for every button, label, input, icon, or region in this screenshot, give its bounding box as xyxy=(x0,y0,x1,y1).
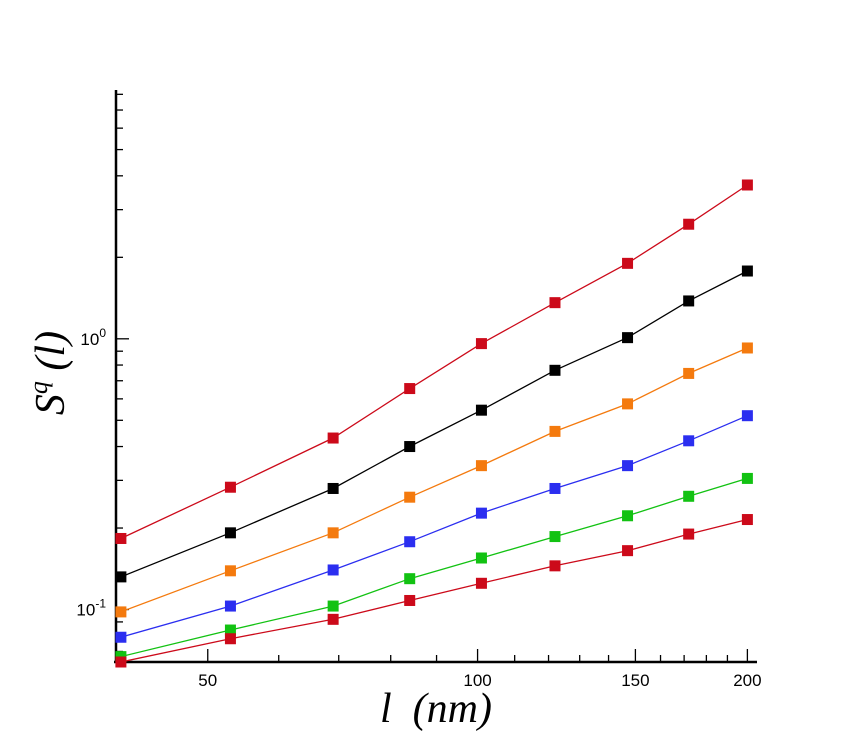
data-point xyxy=(741,179,753,191)
data-point xyxy=(404,491,416,503)
x-tick-label: 150 xyxy=(621,671,649,690)
series-line-6 xyxy=(120,518,748,663)
data-point xyxy=(622,460,634,472)
data-point xyxy=(224,624,236,636)
series-lines xyxy=(120,184,748,663)
data-point xyxy=(115,532,127,544)
data-point xyxy=(327,613,339,625)
data-point xyxy=(115,571,127,583)
data-point xyxy=(741,472,753,484)
data-point xyxy=(404,441,416,453)
data-point xyxy=(404,594,416,606)
series-line-1 xyxy=(120,184,748,540)
x-tick-label: 100 xyxy=(463,671,491,690)
data-point xyxy=(549,364,561,376)
y-axis-label-superscript: q xyxy=(24,381,53,394)
data-point xyxy=(683,435,695,447)
data-point xyxy=(683,490,695,502)
data-point xyxy=(224,565,236,577)
data-point xyxy=(475,404,487,416)
data-point xyxy=(475,338,487,350)
data-point xyxy=(549,297,561,309)
data-point xyxy=(224,527,236,539)
data-point xyxy=(327,564,339,576)
axes: 50 100 150 200 10-1 100 xyxy=(76,90,762,690)
data-point xyxy=(741,342,753,354)
data-point xyxy=(475,507,487,519)
data-point xyxy=(224,633,236,645)
data-point xyxy=(115,606,127,618)
data-point xyxy=(549,531,561,543)
series-line-2 xyxy=(120,270,748,578)
data-point xyxy=(404,383,416,395)
data-point xyxy=(741,410,753,422)
x-tick-label: 200 xyxy=(733,671,761,690)
data-point xyxy=(741,514,753,526)
data-point xyxy=(622,398,634,410)
y-axis-label-base: S xyxy=(28,394,74,415)
data-point xyxy=(475,577,487,589)
series-line-5 xyxy=(120,477,748,658)
x-ticks: 50 100 150 200 xyxy=(120,649,762,690)
series-line-4 xyxy=(120,415,748,638)
y-axis-label: Sq (l) xyxy=(24,331,74,415)
data-point xyxy=(683,218,695,230)
y-tick-label: 100 xyxy=(80,326,106,349)
y-tick-label: 10-1 xyxy=(76,597,106,620)
y-ticks: 10-1 100 xyxy=(76,93,129,653)
data-point xyxy=(622,510,634,522)
data-point xyxy=(115,631,127,643)
data-point xyxy=(327,600,339,612)
data-point xyxy=(115,656,127,668)
data-point xyxy=(622,332,634,344)
data-point xyxy=(327,527,339,539)
data-point xyxy=(741,265,753,277)
data-point xyxy=(622,257,634,269)
data-point xyxy=(549,482,561,494)
data-point xyxy=(327,482,339,494)
data-point xyxy=(475,460,487,472)
data-point xyxy=(404,573,416,585)
y-axis-label-suffix: (l) xyxy=(28,331,74,381)
data-point xyxy=(683,528,695,540)
data-point xyxy=(475,552,487,564)
x-axis-label: l (nm) xyxy=(380,686,492,732)
data-point xyxy=(224,481,236,493)
data-point xyxy=(683,367,695,379)
data-point xyxy=(683,295,695,307)
series-markers xyxy=(115,179,753,668)
data-point xyxy=(622,545,634,557)
data-point xyxy=(549,560,561,572)
data-point xyxy=(224,600,236,612)
data-point xyxy=(549,425,561,437)
data-point xyxy=(327,432,339,444)
data-point xyxy=(404,536,416,548)
x-tick-label: 50 xyxy=(198,671,217,690)
